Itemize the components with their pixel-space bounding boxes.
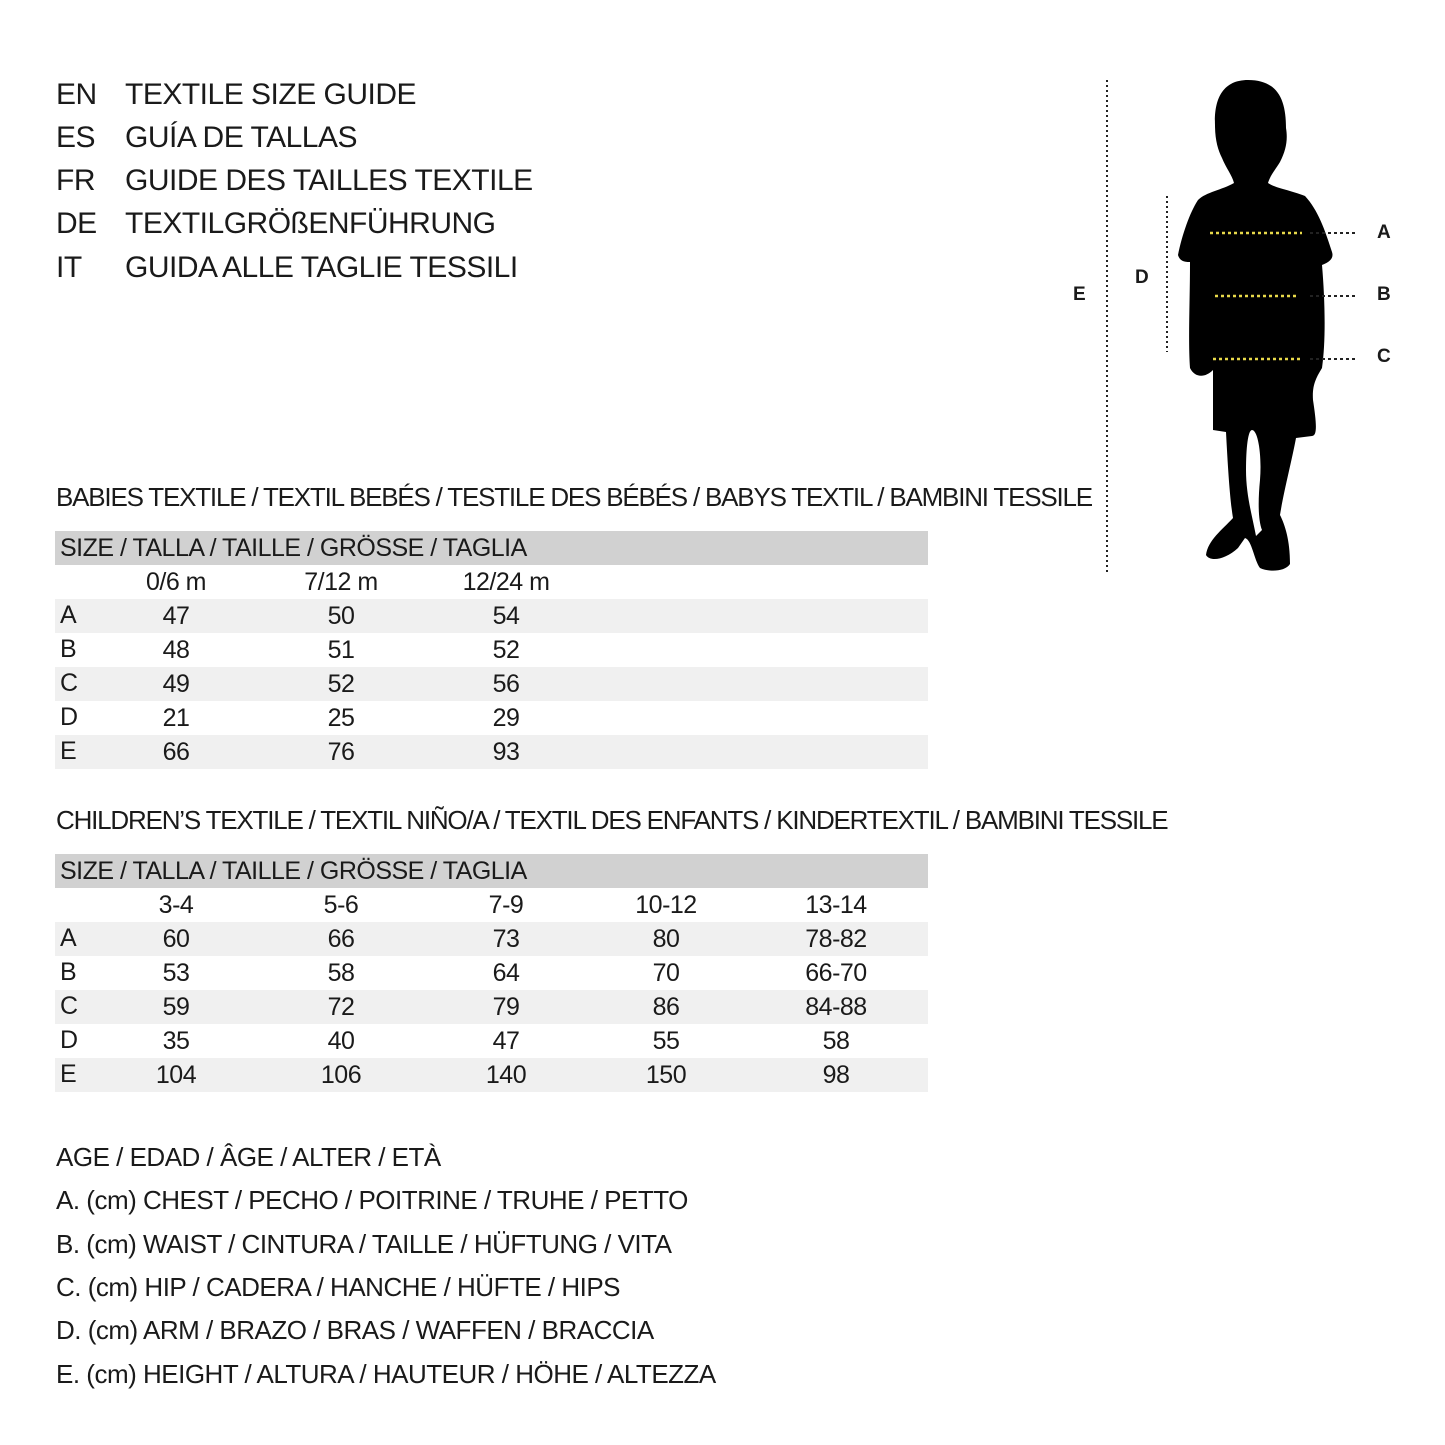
table-cell: 66-70 <box>805 959 867 987</box>
table-cell: 79 <box>492 993 520 1021</box>
table-cell: 55 <box>652 1027 680 1055</box>
column-header: 3-4 <box>158 891 194 919</box>
table-cell: 64 <box>492 959 520 987</box>
row-label: A <box>60 601 77 629</box>
table-row: E 66 76 93 <box>55 735 928 769</box>
figure-label-d: D <box>1135 267 1149 288</box>
column-header-row: 3-4 5-6 7-9 10-12 13-14 <box>55 888 928 922</box>
lang-code-en: EN <box>56 78 97 111</box>
row-label: C <box>60 669 78 697</box>
table-cell: 80 <box>652 925 680 953</box>
row-label: A <box>60 924 77 952</box>
table-cell: 73 <box>492 925 520 953</box>
row-label: B <box>60 958 77 986</box>
row-label: B <box>60 635 77 663</box>
column-header: 0/6 m <box>145 568 207 596</box>
table-cell: 35 <box>162 1027 190 1055</box>
table-cell: 66 <box>162 738 190 766</box>
table-cell: 53 <box>162 959 190 987</box>
table-cell: 54 <box>492 602 520 630</box>
size-header-bar: SIZE / TALLA / TAILLE / GRÖSSE / TAGLIA <box>55 854 928 888</box>
table-row: B 48 51 52 <box>55 633 928 667</box>
table-cell: 150 <box>645 1061 687 1089</box>
lang-code-es: ES <box>56 121 96 154</box>
column-header: 7-9 <box>488 891 524 919</box>
table-cell: 48 <box>162 636 190 664</box>
table-cell: 98 <box>822 1061 850 1089</box>
title-fr: GUIDE DES TAILLES TEXTILE <box>125 164 533 197</box>
figure-label-a: A <box>1377 222 1391 243</box>
table-cell: 58 <box>327 959 355 987</box>
column-header: 7/12 m <box>304 568 378 596</box>
table-cell: 72 <box>327 993 355 1021</box>
table-cell: 140 <box>485 1061 527 1089</box>
legend-chest: A. (cm) CHEST / PECHO / POITRINE / TRUHE… <box>56 1185 688 1215</box>
table-cell: 50 <box>327 602 355 630</box>
figure-label-b: B <box>1377 284 1391 305</box>
row-label: D <box>60 703 78 731</box>
figure-label-e: E <box>1073 284 1086 305</box>
lang-code-it: IT <box>56 251 82 284</box>
table-cell: 66 <box>327 925 355 953</box>
legend-arm: D. (cm) ARM / BRAZO / BRAS / WAFFEN / BR… <box>56 1315 654 1345</box>
table-cell: 78-82 <box>805 925 867 953</box>
lang-code-de: DE <box>56 207 97 240</box>
babies-heading: BABIES TEXTILE / TEXTIL BEBÉS / TESTILE … <box>56 482 1093 512</box>
legend-age: AGE / EDAD / ÂGE / ALTER / ETÀ <box>56 1142 441 1172</box>
table-cell: 76 <box>327 738 355 766</box>
table-cell: 86 <box>652 993 680 1021</box>
column-header-row: 0/6 m 7/12 m 12/24 m <box>55 565 928 599</box>
title-es: GUÍA DE TALLAS <box>125 121 358 154</box>
table-row: C 59 72 79 86 84-88 <box>55 990 928 1024</box>
column-header: 5-6 <box>323 891 359 919</box>
column-header: 13-14 <box>805 891 867 919</box>
table-cell: 106 <box>320 1061 362 1089</box>
table-row: D 35 40 47 55 58 <box>55 1024 928 1058</box>
table-cell: 58 <box>822 1027 850 1055</box>
table-row: E 104 106 140 150 98 <box>55 1058 928 1092</box>
size-header-label: SIZE / TALLA / TAILLE / GRÖSSE / TAGLIA <box>60 534 527 562</box>
table-cell: 47 <box>492 1027 520 1055</box>
row-label: E <box>60 737 77 765</box>
table-cell: 51 <box>327 636 355 664</box>
table-cell: 25 <box>327 704 355 732</box>
title-de: TEXTILGRÖßENFÜHRUNG <box>125 207 496 240</box>
table-cell: 52 <box>492 636 520 664</box>
table-row: B 53 58 64 70 66-70 <box>55 956 928 990</box>
title-en: TEXTILE SIZE GUIDE <box>125 78 417 111</box>
size-header-bar: SIZE / TALLA / TAILLE / GRÖSSE / TAGLIA <box>55 531 928 565</box>
table-cell: 29 <box>492 704 520 732</box>
table-row: C 49 52 56 <box>55 667 928 701</box>
table-cell: 52 <box>327 670 355 698</box>
table-row: D 21 25 29 <box>55 701 928 735</box>
row-label: D <box>60 1026 78 1054</box>
table-cell: 60 <box>162 925 190 953</box>
row-label: E <box>60 1060 77 1088</box>
legend-hip: C. (cm) HIP / CADERA / HANCHE / HÜFTE / … <box>56 1272 621 1302</box>
column-header: 10-12 <box>635 891 697 919</box>
child-silhouette-icon <box>1178 80 1333 571</box>
table-cell: 70 <box>652 959 680 987</box>
table-cell: 104 <box>155 1061 197 1089</box>
table-cell: 21 <box>162 704 190 732</box>
row-label: C <box>60 992 78 1020</box>
size-header-label: SIZE / TALLA / TAILLE / GRÖSSE / TAGLIA <box>60 857 527 885</box>
table-row: A 60 66 73 80 78-82 <box>55 922 928 956</box>
legend-waist: B. (cm) WAIST / CINTURA / TAILLE / HÜFTU… <box>56 1229 672 1259</box>
table-cell: 40 <box>327 1027 355 1055</box>
figure-label-c: C <box>1377 346 1391 367</box>
table-cell: 49 <box>162 670 190 698</box>
table-cell: 93 <box>492 738 520 766</box>
table-cell: 84-88 <box>805 993 867 1021</box>
column-header: 12/24 m <box>462 568 550 596</box>
children-heading: CHILDREN’S TEXTILE / TEXTIL NIÑO/A / TEX… <box>56 805 1169 835</box>
table-cell: 59 <box>162 993 190 1021</box>
legend-height: E. (cm) HEIGHT / ALTURA / HAUTEUR / HÖHE… <box>56 1359 716 1389</box>
lang-code-fr: FR <box>56 164 96 197</box>
table-cell: 47 <box>162 602 190 630</box>
table-cell: 56 <box>492 670 520 698</box>
title-it: GUIDA ALLE TAGLIE TESSILI <box>125 251 518 284</box>
table-row: A 47 50 54 <box>55 599 928 633</box>
child-silhouette-figure <box>1106 80 1358 572</box>
